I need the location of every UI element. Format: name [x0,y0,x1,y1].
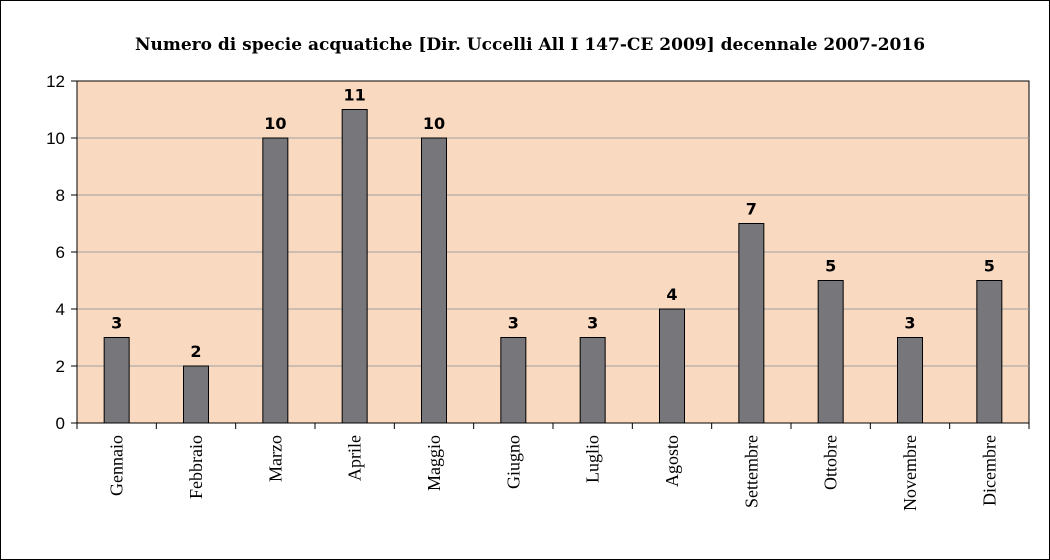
x-tick-label: Agosto [662,435,682,487]
y-tick-label: 12 [46,72,65,91]
x-tick-label: Luglio [583,435,603,483]
bar-ottobre [817,280,844,424]
x-tick-label: Febbraio [186,435,206,499]
x-tick-label: Maggio [424,435,444,491]
data-label: 4 [666,285,677,304]
y-tick-label: 0 [56,414,65,433]
data-label: 3 [508,314,519,333]
bar-luglio [579,337,606,424]
y-tick-label: 10 [46,129,65,148]
x-tick-label: Marzo [265,435,285,482]
bar-novembre [897,337,923,424]
data-label: 5 [825,257,836,276]
bar-agosto [659,308,685,424]
bar-maggio [421,137,447,424]
bar-giugno [500,337,527,424]
y-tick-label: 4 [56,300,65,319]
x-tick-label: Giugno [503,435,523,489]
bars [103,109,1003,424]
data-label: 10 [264,114,286,133]
bar-dicembre [976,280,1003,424]
bar-aprile [341,109,368,424]
gridlines [77,137,1029,367]
bar-febbraio [183,365,209,424]
axes: 0 2 4 6 8 10 12 Gennaio Febbraio Marzo Aprile Maggi… [46,72,1030,511]
x-tick-label: Ottobre [821,435,841,490]
data-label: 3 [904,314,915,333]
data-label: 3 [111,314,122,333]
chart-title: Numero di specie acquatiche [Dir. Uccell… [135,35,925,55]
y-tick-label: 6 [56,243,65,262]
bar-marzo [262,137,289,424]
x-tick-label: Settembre [741,435,761,508]
x-tick-label: Novembre [900,435,920,511]
x-tick-label: Gennaio [107,435,127,496]
data-label: 11 [344,86,366,105]
bar-gennaio [103,337,130,424]
y-tick-label: 8 [56,186,65,205]
data-label: 2 [190,342,201,361]
x-tick-label: Dicembre [979,435,999,506]
bar-settembre [738,223,765,424]
data-label: 5 [984,257,995,276]
data-labels: 3 2 10 11 10 3 3 4 7 5 3 5 [111,86,995,362]
data-label: 3 [587,314,598,333]
y-tick-label: 2 [56,357,65,376]
data-label: 10 [423,114,445,133]
data-label: 7 [746,200,757,219]
x-tick-label: Aprile [345,435,365,481]
